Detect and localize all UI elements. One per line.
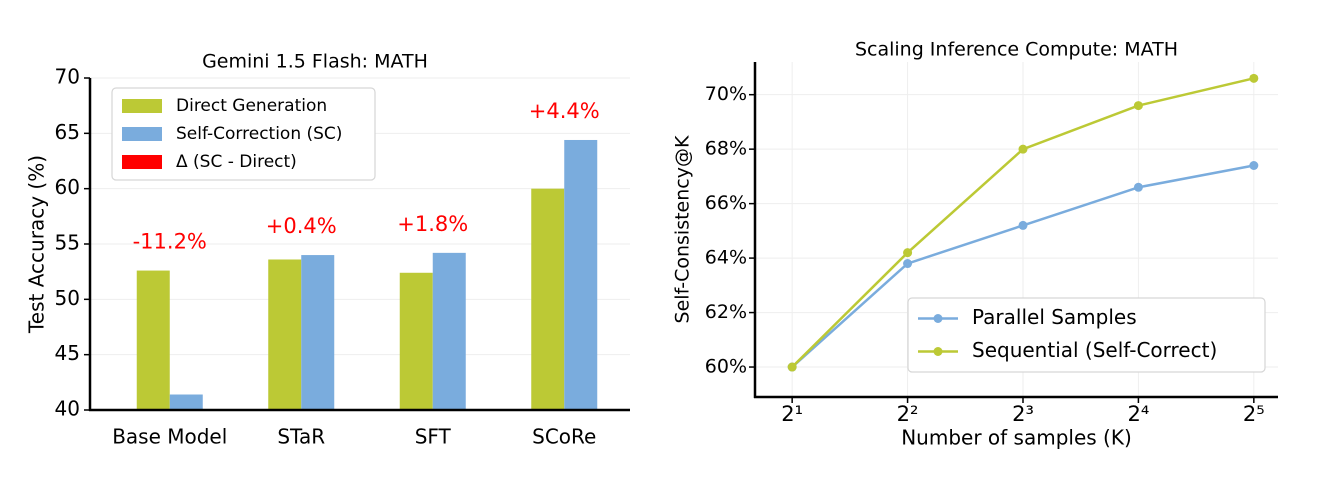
point xyxy=(1249,73,1259,83)
legend-swatch xyxy=(122,155,162,169)
delta-label: -11.2% xyxy=(133,230,207,254)
y-axis-label: Test Accuracy (%) xyxy=(25,155,49,334)
point xyxy=(1133,182,1143,192)
delta-label: +1.8% xyxy=(397,212,468,236)
y-tick-label: 64% xyxy=(705,247,747,269)
x-tick-label: STaR xyxy=(277,425,325,449)
point xyxy=(787,362,797,372)
y-tick-label: 50 xyxy=(55,286,80,310)
bar xyxy=(268,259,302,410)
x-tick-label: 2² xyxy=(897,402,919,426)
bar xyxy=(169,394,203,410)
legend-swatch xyxy=(122,127,162,141)
y-tick-label: 70 xyxy=(55,65,80,89)
x-tick-label: 2¹ xyxy=(781,402,803,426)
legend-label: Sequential (Self-Correct) xyxy=(972,338,1217,362)
y-axis-label: Self-Consistency@K xyxy=(672,135,694,323)
y-tick-label: 66% xyxy=(705,192,747,214)
chart-title: Scaling Inference Compute: MATH xyxy=(855,39,1178,61)
legend-swatch xyxy=(933,314,943,323)
legend-label: Self-Correction (SC) xyxy=(176,124,342,144)
delta-label: +0.4% xyxy=(266,214,337,238)
bar xyxy=(399,272,433,410)
x-tick-label: SCoRe xyxy=(532,425,596,449)
y-tick-label: 70% xyxy=(705,83,747,105)
y-tick-label: 65 xyxy=(55,120,80,144)
x-tick-label: Base Model xyxy=(112,425,227,449)
x-tick-label: 2⁴ xyxy=(1128,402,1150,426)
legend-label: Parallel Samples xyxy=(972,305,1137,329)
point xyxy=(903,259,913,269)
legend-swatch xyxy=(933,347,943,356)
x-axis-label: Number of samples (K) xyxy=(901,426,1132,450)
legend-swatch xyxy=(122,99,162,113)
bar xyxy=(136,270,170,410)
bar xyxy=(531,188,565,410)
legend-box xyxy=(907,297,1266,373)
chart-title: Gemini 1.5 Flash: MATH xyxy=(202,51,428,73)
bar xyxy=(564,139,598,410)
y-tick-label: 55 xyxy=(55,231,80,255)
point xyxy=(1018,144,1028,154)
legend-box xyxy=(111,87,376,181)
legend-label: Δ (SC - Direct) xyxy=(176,152,297,172)
x-tick-label: 2⁵ xyxy=(1243,402,1265,426)
x-tick-label: SFT xyxy=(415,425,452,449)
point xyxy=(1018,220,1028,230)
y-tick-label: 60 xyxy=(55,175,80,199)
point xyxy=(1133,101,1143,111)
y-tick-label: 45 xyxy=(55,341,80,365)
y-tick-label: 68% xyxy=(705,138,747,160)
delta-label: +4.4% xyxy=(529,99,600,123)
point xyxy=(903,248,913,258)
point xyxy=(1249,160,1259,170)
y-tick-label: 60% xyxy=(705,356,747,378)
legend-label: Direct Generation xyxy=(176,96,327,116)
x-tick-label: 2³ xyxy=(1012,402,1034,426)
y-tick-label: 62% xyxy=(705,301,747,323)
bar xyxy=(301,255,335,410)
bar xyxy=(432,252,466,410)
y-tick-label: 40 xyxy=(55,397,80,421)
